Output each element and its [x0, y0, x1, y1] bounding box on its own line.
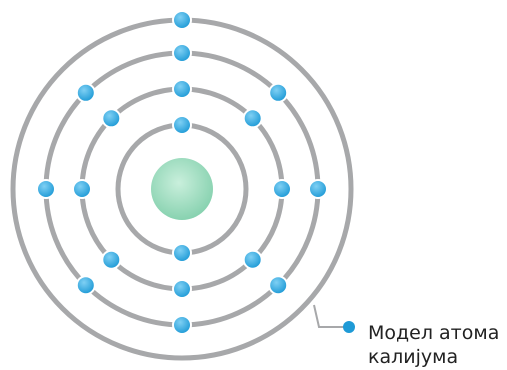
- electron-shell-2-2: [242, 108, 263, 129]
- electron-shell-1-2: [172, 243, 192, 263]
- electron-shell-3-6: [75, 275, 96, 296]
- electron-shell-2-3: [272, 179, 292, 199]
- caption-marker-dot: [343, 321, 355, 333]
- electron-shell-1-1: [172, 115, 192, 135]
- electrons: [36, 10, 328, 335]
- electron-shell-3-4: [268, 275, 289, 296]
- electron-shell-2-4: [242, 249, 263, 270]
- electron-shell-4-1: [172, 10, 192, 30]
- electron-shell-3-7: [36, 179, 56, 199]
- electron-shell-2-8: [101, 108, 122, 129]
- electron-shell-3-2: [268, 82, 289, 103]
- electron-shell-2-7: [72, 179, 92, 199]
- electron-shell-2-5: [172, 279, 192, 299]
- caption: Модел атома калијума: [368, 321, 499, 369]
- caption-leader-line: [313, 304, 345, 328]
- caption-line-1: Модел атома: [368, 322, 500, 344]
- electron-shell-2-1: [172, 79, 192, 99]
- electron-shell-2-6: [101, 249, 122, 270]
- electron-shell-3-8: [75, 82, 96, 103]
- caption-line-2: калијума: [368, 346, 459, 368]
- electron-shell-3-5: [172, 315, 192, 335]
- electron-shell-3-1: [172, 43, 192, 63]
- electron-shell-3-3: [308, 179, 328, 199]
- nucleus: [151, 158, 213, 220]
